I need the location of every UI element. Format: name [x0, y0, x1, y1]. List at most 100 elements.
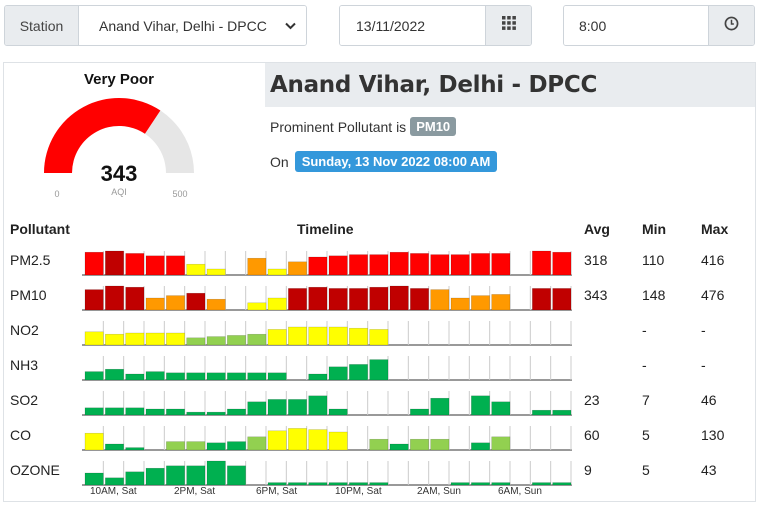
- timeline-bar[interactable]: [450, 254, 470, 276]
- timeline-bar[interactable]: [328, 408, 348, 416]
- timeline-bar[interactable]: [471, 482, 490, 486]
- timeline-bar[interactable]: [166, 255, 185, 276]
- station-dropdown[interactable]: Anand Vihar, Delhi - DPCC: [79, 6, 306, 45]
- timeline-bar[interactable]: [389, 251, 409, 276]
- timeline-bar[interactable]: [125, 253, 145, 276]
- timeline-bar[interactable]: [369, 359, 389, 381]
- timeline-bar[interactable]: [186, 337, 206, 346]
- timeline-bar[interactable]: [145, 255, 165, 276]
- timeline-bar[interactable]: [186, 441, 206, 451]
- timeline-bar[interactable]: [125, 373, 145, 381]
- timeline-bar[interactable]: [105, 477, 124, 486]
- timeline-bar[interactable]: [288, 482, 307, 486]
- timeline-bar[interactable]: [328, 431, 348, 451]
- date-input[interactable]: 13/11/2022: [340, 6, 485, 45]
- timeline-bar[interactable]: [328, 255, 348, 276]
- timeline-bar[interactable]: [186, 292, 206, 311]
- timeline-bar[interactable]: [105, 285, 124, 311]
- timeline-bar[interactable]: [125, 407, 145, 416]
- timeline-bar[interactable]: [430, 254, 450, 276]
- timeline-bar[interactable]: [84, 371, 104, 381]
- timeline-bar[interactable]: [410, 438, 429, 451]
- timeline-bar[interactable]: [308, 256, 328, 276]
- timeline-bar[interactable]: [84, 407, 104, 416]
- timeline-bar[interactable]: [430, 438, 450, 451]
- timeline-bar[interactable]: [105, 250, 124, 276]
- timeline-bar[interactable]: [166, 441, 185, 451]
- timeline-bar[interactable]: [389, 443, 409, 451]
- timeline-bar[interactable]: [288, 326, 307, 346]
- timeline-bar[interactable]: [125, 332, 145, 346]
- timeline-bar[interactable]: [308, 373, 328, 381]
- timeline-bar[interactable]: [349, 327, 368, 346]
- timeline-bar[interactable]: [410, 288, 429, 311]
- timeline-bar[interactable]: [105, 407, 124, 416]
- timeline-bar[interactable]: [491, 294, 511, 311]
- timeline-bar[interactable]: [532, 482, 551, 486]
- timeline-bar[interactable]: [247, 302, 267, 311]
- timeline-bar[interactable]: [227, 465, 246, 486]
- timeline-bar[interactable]: [491, 436, 511, 451]
- timeline-bar[interactable]: [206, 298, 226, 311]
- timeline-bar[interactable]: [166, 408, 185, 416]
- timeline-bar[interactable]: [369, 286, 389, 311]
- timeline-bar[interactable]: [471, 295, 490, 311]
- timeline-bar[interactable]: [247, 436, 267, 451]
- timeline-bar[interactable]: [552, 251, 572, 276]
- timeline-bar[interactable]: [206, 411, 226, 416]
- timeline-bar[interactable]: [105, 333, 124, 346]
- timeline-bar[interactable]: [186, 411, 206, 416]
- timeline-bar[interactable]: [349, 254, 368, 276]
- timeline-bar[interactable]: [186, 372, 206, 381]
- timeline-bar[interactable]: [125, 286, 145, 311]
- timeline-bar[interactable]: [247, 333, 267, 346]
- timeline-bar[interactable]: [267, 430, 287, 451]
- timeline-bar[interactable]: [328, 366, 348, 381]
- timeline-bar[interactable]: [491, 401, 511, 416]
- timeline-bar[interactable]: [206, 442, 226, 451]
- timeline-bar[interactable]: [308, 482, 328, 486]
- timeline-bar[interactable]: [206, 460, 226, 486]
- timeline-bar[interactable]: [267, 482, 287, 486]
- timeline-bar[interactable]: [369, 438, 389, 451]
- timeline-bar[interactable]: [206, 372, 226, 381]
- timeline-bar[interactable]: [145, 371, 165, 381]
- timeline-bar[interactable]: [532, 288, 551, 311]
- timeline-bar[interactable]: [430, 289, 450, 311]
- timeline-bar[interactable]: [532, 250, 551, 276]
- timeline-bar[interactable]: [206, 336, 226, 346]
- time-button[interactable]: [708, 6, 754, 45]
- timeline-bar[interactable]: [288, 261, 307, 276]
- timeline-bar[interactable]: [288, 288, 307, 311]
- timeline-bar[interactable]: [471, 442, 490, 451]
- timeline-bar[interactable]: [267, 399, 287, 416]
- timeline-bar[interactable]: [84, 289, 104, 311]
- timeline-bar[interactable]: [308, 429, 328, 451]
- timeline-bar[interactable]: [84, 331, 104, 346]
- timeline-bar[interactable]: [430, 397, 450, 416]
- timeline-bar[interactable]: [552, 288, 572, 311]
- timeline-bar[interactable]: [267, 297, 287, 311]
- timeline-bar[interactable]: [227, 441, 246, 451]
- timeline-bar[interactable]: [145, 332, 165, 346]
- timeline-bar[interactable]: [471, 253, 490, 276]
- timeline-bar[interactable]: [186, 263, 206, 276]
- timeline-bar[interactable]: [450, 297, 470, 311]
- timeline-bar[interactable]: [308, 286, 328, 311]
- timeline-bar[interactable]: [166, 372, 185, 381]
- timeline-bar[interactable]: [227, 335, 246, 346]
- timeline-bar[interactable]: [166, 295, 185, 311]
- timeline-bar[interactable]: [84, 472, 104, 486]
- timeline-bar[interactable]: [84, 432, 104, 451]
- timeline-bar[interactable]: [227, 408, 246, 416]
- timeline-bar[interactable]: [532, 409, 551, 416]
- timeline-bar[interactable]: [410, 253, 429, 276]
- calendar-button[interactable]: [485, 6, 531, 45]
- timeline-bar[interactable]: [166, 332, 185, 346]
- timeline-bar[interactable]: [349, 482, 368, 486]
- timeline-bar[interactable]: [267, 372, 287, 381]
- timeline-bar[interactable]: [308, 395, 328, 416]
- timeline-bar[interactable]: [450, 482, 470, 486]
- timeline-bar[interactable]: [105, 443, 124, 451]
- timeline-bar[interactable]: [288, 428, 307, 451]
